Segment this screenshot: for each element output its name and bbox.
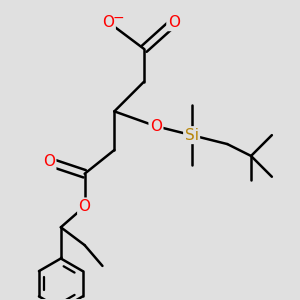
Text: −: −	[113, 11, 124, 25]
Text: O: O	[43, 154, 55, 169]
Text: O: O	[168, 15, 180, 30]
Text: Si: Si	[184, 128, 199, 142]
Text: O: O	[150, 119, 162, 134]
Text: O: O	[102, 15, 114, 30]
Text: O: O	[79, 199, 91, 214]
